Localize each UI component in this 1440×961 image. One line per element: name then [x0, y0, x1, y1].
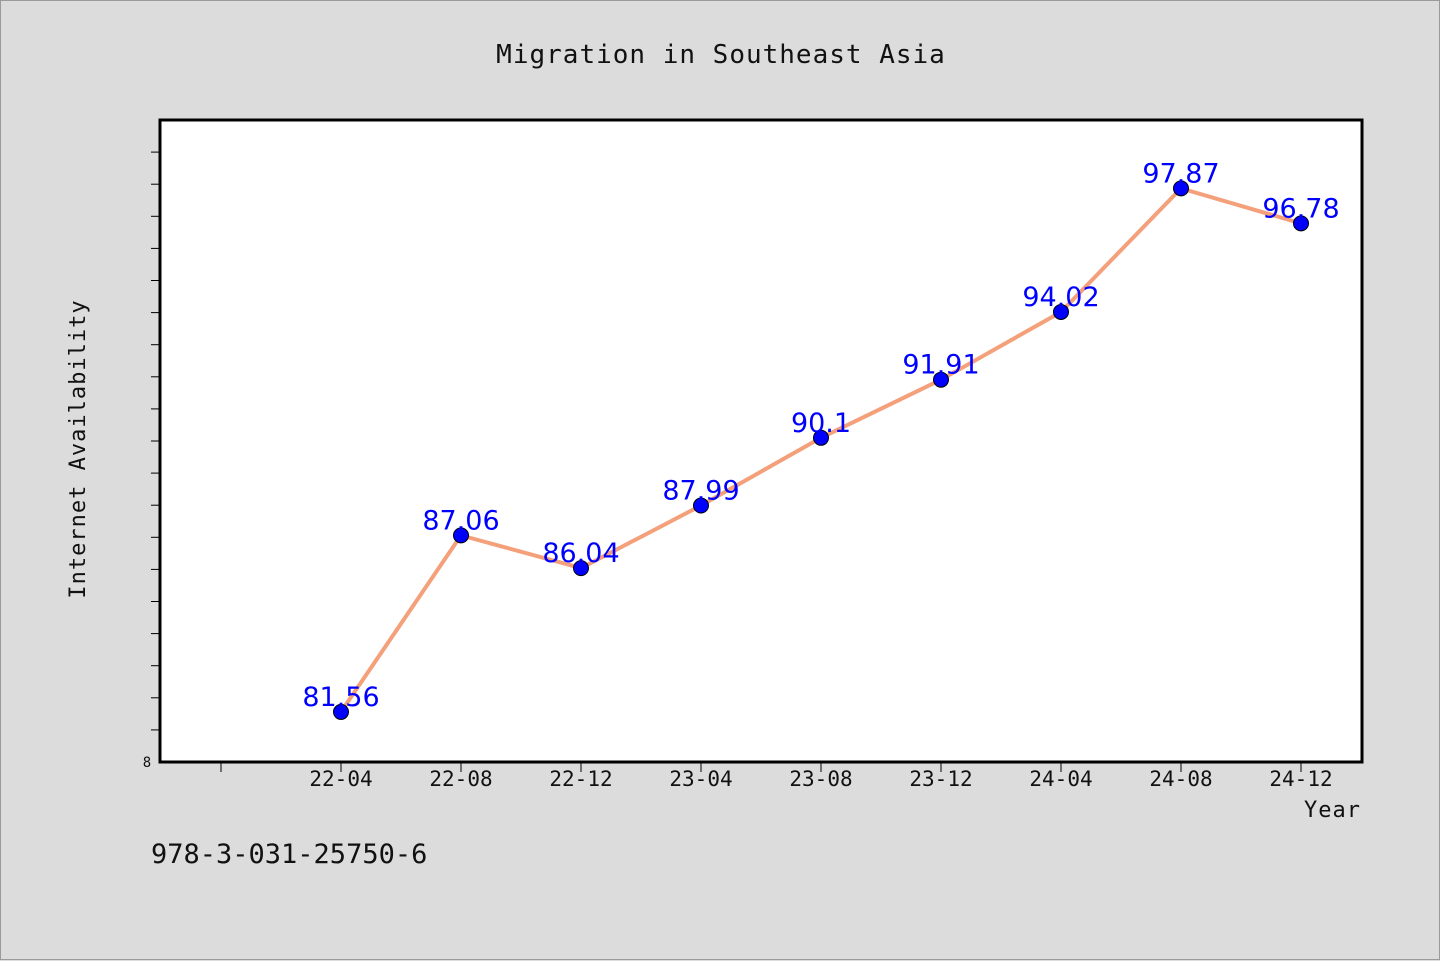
data-point [933, 371, 949, 388]
data-point [1293, 215, 1309, 232]
data-point [453, 527, 469, 544]
y-tick-label: 8 [143, 755, 151, 771]
x-tick-label: 23-12 [909, 767, 972, 791]
x-tick-label: 23-04 [669, 767, 732, 791]
data-label: 91.91 [902, 350, 979, 381]
x-tick-label: 22-12 [549, 767, 612, 791]
x-tick-label: 24-04 [1029, 767, 1092, 791]
data-label: 87.99 [662, 476, 739, 507]
x-tick-label: 24-08 [1149, 767, 1212, 791]
y-axis-ticks [151, 151, 160, 731]
data-point [813, 429, 829, 446]
data-labels-layer: 81.56 87.06 86.04 87.99 90.1 91.91 94.02 97.87 9… [302, 158, 1339, 713]
data-point [573, 560, 589, 577]
data-label: 96.78 [1262, 193, 1339, 224]
data-label: 81.56 [302, 682, 379, 713]
data-label: 90.1 [791, 408, 851, 439]
isbn-text: 978-3-031-25750-6 [151, 839, 427, 870]
data-label: 86.04 [542, 538, 619, 569]
data-label: 97.87 [1142, 158, 1219, 189]
x-tick-label: 22-08 [429, 767, 492, 791]
data-point [1053, 303, 1069, 320]
x-axis-ticks: 22-04 22-08 22-12 23-04 23-08 23-12 24-04 24-08… [220, 762, 1333, 791]
chart-title: Migration in Southeast Asia [496, 40, 946, 70]
data-point [693, 497, 709, 514]
y-axis-label: Internet Availability [66, 299, 91, 598]
data-label: 87.06 [422, 505, 499, 536]
x-tick-label: 22-04 [309, 767, 372, 791]
x-axis-label: Year [1304, 798, 1361, 823]
x-tick-label: 24-12 [1269, 767, 1332, 791]
plot-area [158, 118, 1364, 764]
data-point [333, 703, 349, 720]
data-point [1173, 180, 1189, 197]
x-tick-label: 23-08 [789, 767, 852, 791]
data-label: 94.02 [1022, 282, 1099, 313]
series-layer [333, 180, 1309, 720]
